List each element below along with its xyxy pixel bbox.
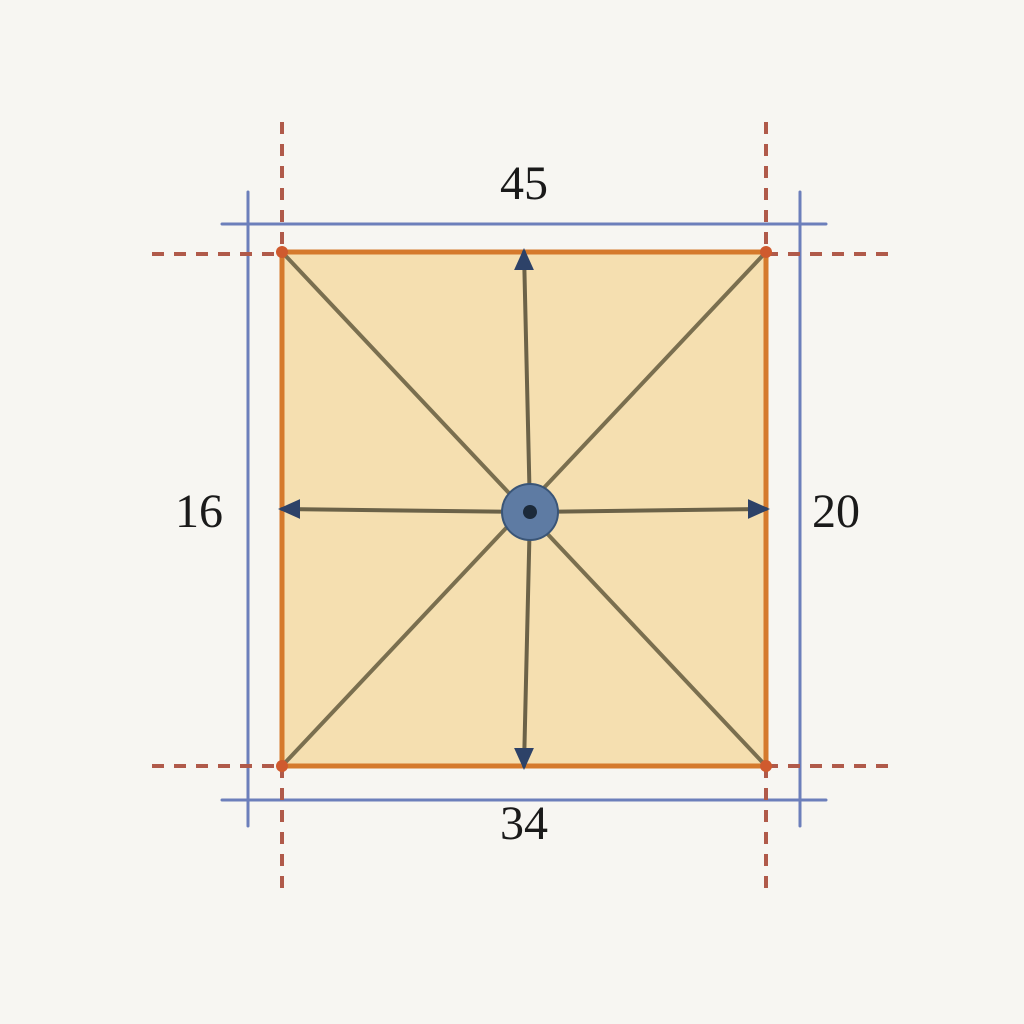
label-bottom: 34 xyxy=(500,800,548,848)
geometry-diagram xyxy=(0,0,1024,1024)
label-left: 16 xyxy=(175,488,223,536)
label-right: 20 xyxy=(812,488,860,536)
label-top: 45 xyxy=(500,160,548,208)
